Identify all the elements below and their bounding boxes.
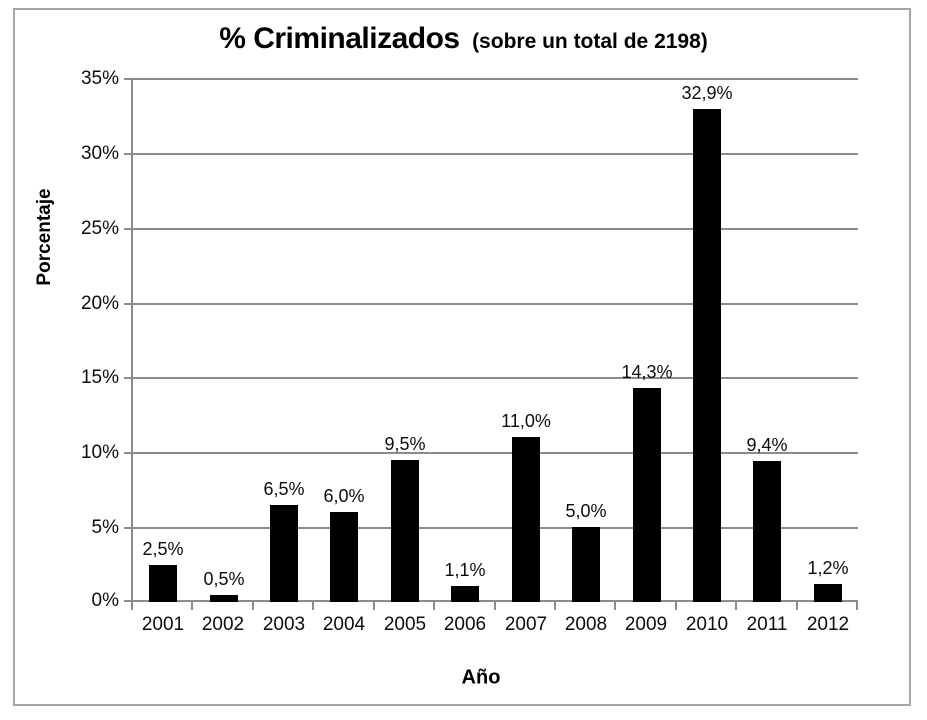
plot-area: 35% 30% 25% 20% 15% 10% 5% 0% 2,5% 2001 0,5% 2002 6,… — [81, 69, 858, 635]
bar-value-label: 32,9% — [681, 83, 733, 103]
x-category-label: 2010 — [685, 614, 729, 635]
y-tick-label: 15% — [80, 367, 119, 388]
y-axis-line — [131, 78, 133, 610]
x-axis-tick — [735, 600, 737, 610]
x-axis-tick — [433, 600, 435, 610]
x-axis-tick — [494, 600, 496, 610]
x-category-label: 2012 — [806, 614, 850, 635]
x-category-label: 2003 — [262, 614, 306, 635]
gridline-10 — [133, 452, 858, 454]
bar-value-label: 1,1% — [444, 560, 486, 580]
bar-2009 — [633, 388, 661, 602]
x-category-label: 2007 — [504, 614, 548, 635]
x-category-label: 2002 — [201, 614, 245, 635]
gridline-25 — [133, 228, 858, 230]
x-axis-tick — [252, 600, 254, 610]
x-category-label: 2006 — [443, 614, 487, 635]
y-axis-tick — [124, 153, 131, 155]
y-tick-label: 0% — [91, 590, 119, 611]
x-category-label: 2009 — [624, 614, 668, 635]
bar-2002 — [210, 595, 238, 602]
y-axis-tick — [124, 228, 131, 230]
gridline-5 — [133, 527, 858, 529]
x-axis-tick — [312, 600, 314, 610]
bar-value-label: 1,2% — [807, 558, 849, 578]
bar-value-label: 11,0% — [501, 411, 551, 431]
y-tick-label: 5% — [91, 517, 119, 538]
bar-value-label: 5,0% — [565, 501, 607, 521]
bar-value-label: 6,5% — [263, 479, 305, 499]
y-axis-tick — [124, 377, 131, 379]
bar-2011 — [753, 461, 781, 602]
y-tick-label: 10% — [80, 442, 119, 463]
bar-value-label: 9,4% — [746, 435, 788, 455]
bar-value-label: 14,3% — [621, 362, 673, 382]
bar-2005 — [391, 460, 419, 602]
bar-value-label: 2,5% — [142, 539, 184, 559]
chart-title: % Criminalizados (sobre un total de 2198… — [0, 22, 927, 56]
y-tick-label: 35% — [80, 68, 119, 89]
x-axis-tick — [614, 600, 616, 610]
x-axis-tick — [191, 600, 193, 610]
gridline-15 — [133, 377, 858, 379]
y-tick-label: 30% — [80, 143, 119, 164]
x-axis-tick — [373, 600, 375, 610]
y-axis-tick — [124, 303, 131, 305]
x-axis-tick — [675, 600, 677, 610]
bar-2012 — [814, 584, 842, 602]
chart-title-main: % Criminalizados — [219, 22, 460, 55]
y-axis-tick — [124, 452, 131, 454]
x-axis-tick — [856, 600, 858, 610]
x-category-label: 2011 — [746, 614, 788, 635]
bar-2007 — [512, 437, 540, 602]
gridline-35 — [133, 78, 858, 80]
bar-2006 — [451, 586, 479, 602]
bar-value-label: 6,0% — [323, 486, 365, 506]
gridline-20 — [133, 303, 858, 305]
x-category-label: 2001 — [141, 614, 185, 635]
y-tick-label: 20% — [80, 293, 119, 314]
bar-2010 — [693, 109, 721, 602]
bar-value-label: 0,5% — [203, 569, 245, 589]
y-axis-tick — [124, 78, 131, 80]
x-axis-tick — [554, 600, 556, 610]
y-axis-title: Porcentaje — [34, 188, 55, 286]
x-category-label: 2005 — [383, 614, 427, 635]
x-category-label: 2008 — [564, 614, 608, 635]
x-axis-title: Año — [461, 666, 501, 689]
x-category-label: 2004 — [322, 614, 366, 635]
y-tick-label: 25% — [80, 218, 119, 239]
bar-2008 — [572, 527, 600, 602]
bar-value-label: 9,5% — [384, 434, 426, 454]
y-axis-tick — [124, 600, 131, 602]
bar-2001 — [149, 565, 177, 602]
x-axis-tick — [796, 600, 798, 610]
chart-title-suffix: (sobre un total de 2198) — [472, 30, 708, 53]
x-axis-tick — [131, 600, 133, 610]
y-axis-tick — [124, 527, 131, 529]
gridline-30 — [133, 153, 858, 155]
bar-2003 — [270, 505, 298, 602]
bar-2004 — [330, 512, 358, 602]
